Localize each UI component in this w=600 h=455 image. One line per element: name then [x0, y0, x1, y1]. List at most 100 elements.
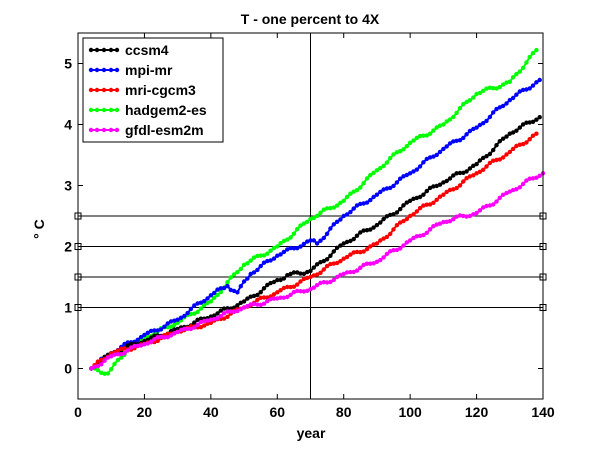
data-point: [510, 130, 516, 135]
data-point: [447, 117, 453, 122]
data-point: [338, 272, 343, 278]
data-point: [431, 184, 436, 189]
data-point: [407, 213, 413, 219]
data-point: [514, 187, 519, 192]
data-point: [467, 128, 473, 134]
data-point: [162, 335, 167, 340]
data-point: [208, 317, 214, 322]
data-point: [378, 238, 383, 243]
legend-swatch-marker: [88, 107, 94, 113]
data-point: [484, 154, 489, 159]
data-point: [534, 47, 539, 53]
data-point: [398, 220, 403, 225]
data-point: [265, 295, 270, 300]
data-point: [378, 257, 383, 263]
data-point: [305, 269, 310, 275]
data-point: [447, 141, 453, 146]
data-point: [398, 206, 403, 212]
data-point: [368, 261, 373, 266]
data-point: [491, 110, 496, 115]
data-point: [534, 117, 539, 122]
data-point: [507, 79, 512, 85]
data-point: [251, 270, 257, 275]
legend-swatch-marker: [108, 107, 114, 113]
data-point: [245, 261, 250, 266]
data-point: [414, 209, 419, 214]
data-point: [484, 86, 489, 91]
data-point: [268, 280, 273, 286]
data-point: [165, 331, 170, 337]
data-point: [162, 324, 167, 329]
data-point: [391, 212, 396, 217]
data-point: [457, 170, 463, 176]
x-tick-label: 120: [465, 404, 489, 420]
data-point: [288, 284, 293, 290]
data-point: [530, 133, 536, 138]
data-point: [308, 268, 313, 274]
data-point: [517, 69, 522, 74]
data-point: [354, 233, 360, 238]
data-point: [364, 228, 370, 233]
data-point: [441, 192, 446, 197]
data-point: [354, 203, 360, 208]
data-point: [454, 171, 459, 176]
data-point: [281, 238, 287, 244]
legend-label: ccsm4: [125, 42, 169, 58]
data-point: [374, 168, 380, 173]
data-point: [487, 85, 493, 91]
data-point: [261, 260, 267, 265]
data-point: [119, 346, 124, 351]
legend-item-gfdl-esm2m: gfdl-esm2m: [88, 122, 204, 138]
legend-label: mri-cgcm3: [125, 82, 196, 98]
data-point: [524, 87, 529, 92]
data-point: [534, 80, 539, 85]
data-point: [444, 219, 449, 224]
data-point: [494, 199, 499, 204]
data-point: [457, 138, 463, 143]
data-point: [324, 263, 330, 269]
data-point: [255, 297, 260, 302]
data-point: [351, 269, 356, 275]
data-point: [225, 314, 230, 319]
data-point: [298, 244, 303, 249]
data-point: [391, 152, 396, 157]
data-point: [338, 200, 343, 205]
data-point: [251, 293, 257, 299]
data-point: [358, 265, 363, 270]
data-point: [444, 144, 449, 149]
data-point: [241, 299, 247, 304]
data-point: [421, 133, 426, 138]
data-point: [427, 155, 433, 160]
data-point: [524, 60, 529, 65]
data-point: [368, 244, 373, 249]
plot-area: 0 20 40 60 80 100 120 140 0 1 2 3 4 5 ccsm4 mpi-mr mri-c…: [64, 32, 555, 420]
data-point: [271, 256, 277, 261]
data-point: [182, 326, 187, 331]
data-point: [374, 241, 380, 246]
data-point: [258, 253, 263, 258]
data-point: [248, 294, 253, 299]
data-point: [314, 283, 320, 288]
legend-swatch-marker: [88, 127, 94, 133]
data-point: [202, 303, 207, 308]
data-point: [122, 346, 127, 351]
data-point: [368, 197, 373, 203]
data-point: [305, 288, 310, 293]
data-point: [192, 325, 197, 330]
data-point: [514, 71, 519, 77]
data-point: [461, 102, 466, 107]
data-point: [119, 355, 124, 360]
data-point: [487, 151, 493, 157]
data-point: [388, 212, 393, 218]
data-point: [314, 213, 320, 219]
data-point: [381, 236, 386, 241]
data-point: [278, 288, 283, 293]
data-point: [202, 299, 207, 304]
data-point: [537, 77, 542, 83]
data-point: [407, 238, 413, 243]
data-point: [417, 133, 423, 139]
data-point: [474, 91, 479, 97]
data-point: [401, 174, 406, 179]
